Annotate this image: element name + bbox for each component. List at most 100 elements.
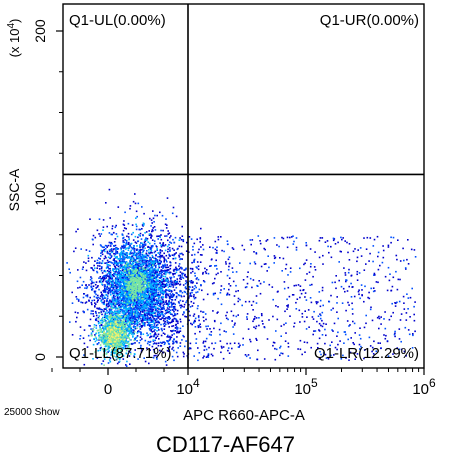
event-dot xyxy=(139,312,142,314)
event-dot xyxy=(142,234,144,237)
event-dot xyxy=(120,284,122,286)
event-dot xyxy=(153,221,155,223)
event-dot xyxy=(161,280,164,283)
event-dot xyxy=(377,255,379,258)
event-dot xyxy=(151,269,154,271)
event-dot xyxy=(162,307,165,309)
event-dot xyxy=(196,238,198,241)
event-dot xyxy=(81,268,84,270)
event-dot xyxy=(134,308,136,311)
event-dot xyxy=(163,261,165,263)
event-dot xyxy=(315,302,318,305)
event-dot xyxy=(188,319,190,322)
event-dot xyxy=(139,314,141,316)
event-dot xyxy=(374,274,376,276)
event-dot xyxy=(140,302,143,305)
event-dot xyxy=(141,272,143,274)
event-dot xyxy=(195,286,197,289)
event-dot xyxy=(332,239,335,242)
event-dot xyxy=(134,311,136,313)
event-dot xyxy=(386,289,389,292)
event-dot xyxy=(151,277,153,280)
event-dot xyxy=(140,256,143,259)
event-dot xyxy=(140,258,142,261)
event-dot xyxy=(85,287,88,290)
event-dot xyxy=(334,243,337,245)
event-dot xyxy=(260,265,263,268)
event-dot xyxy=(125,267,127,269)
event-dot xyxy=(233,295,236,297)
event-dot xyxy=(163,301,165,304)
event-dot xyxy=(117,293,119,295)
event-dot xyxy=(166,309,168,311)
event-dot xyxy=(251,239,254,241)
event-dot xyxy=(180,253,182,255)
event-dot xyxy=(228,283,230,285)
event-dot xyxy=(141,305,144,307)
event-dot xyxy=(340,250,342,253)
event-dot xyxy=(194,320,196,323)
event-dot xyxy=(118,304,120,306)
event-dot xyxy=(305,242,307,244)
event-dot xyxy=(396,301,398,304)
event-dot xyxy=(110,256,113,259)
event-dot xyxy=(160,285,163,287)
event-dot xyxy=(172,286,175,288)
event-dot xyxy=(384,337,387,340)
event-dot xyxy=(101,253,104,256)
event-dot xyxy=(179,342,182,344)
event-dot xyxy=(182,325,184,327)
event-dot xyxy=(209,246,211,248)
event-dot xyxy=(159,309,162,311)
event-dot xyxy=(152,292,155,294)
event-dot xyxy=(235,271,238,273)
event-dot xyxy=(155,301,158,304)
event-dot xyxy=(74,247,77,249)
event-dot xyxy=(109,272,112,275)
event-dot xyxy=(195,342,197,344)
event-dot xyxy=(320,353,322,356)
event-dot xyxy=(185,309,188,311)
event-dot xyxy=(100,266,103,268)
event-dot xyxy=(136,265,138,268)
event-dot xyxy=(346,320,349,322)
event-dot xyxy=(385,334,387,337)
event-dot xyxy=(136,322,139,325)
event-dot xyxy=(407,239,409,241)
event-dot xyxy=(146,297,148,299)
event-dot xyxy=(125,294,127,296)
event-dot xyxy=(125,243,127,246)
event-dot xyxy=(167,269,169,271)
event-dot xyxy=(139,257,142,259)
event-dot xyxy=(146,268,149,271)
event-dot xyxy=(141,228,143,230)
event-dot xyxy=(340,236,342,239)
event-dot xyxy=(141,293,144,296)
event-dot xyxy=(159,281,162,283)
event-dot xyxy=(172,325,175,327)
event-dot xyxy=(223,288,225,290)
event-dot xyxy=(96,357,99,359)
event-dot xyxy=(129,317,132,319)
event-dot xyxy=(152,262,154,264)
event-dot xyxy=(118,258,121,260)
event-dot xyxy=(166,277,168,280)
event-dot xyxy=(157,256,159,258)
event-dot xyxy=(287,342,290,345)
event-dot xyxy=(115,290,118,292)
event-dot xyxy=(210,258,213,261)
event-dot xyxy=(273,255,276,257)
event-dot xyxy=(164,360,167,363)
event-dot xyxy=(268,319,270,321)
event-dot xyxy=(168,301,170,303)
event-dot xyxy=(143,303,145,306)
event-dot xyxy=(322,352,325,354)
event-dot xyxy=(150,249,153,252)
event-dot xyxy=(165,300,168,302)
event-dot xyxy=(166,317,169,319)
event-dot xyxy=(340,285,343,288)
event-dot xyxy=(164,318,166,320)
event-dot xyxy=(167,289,169,292)
event-dot xyxy=(135,252,138,255)
event-dot xyxy=(124,289,126,291)
